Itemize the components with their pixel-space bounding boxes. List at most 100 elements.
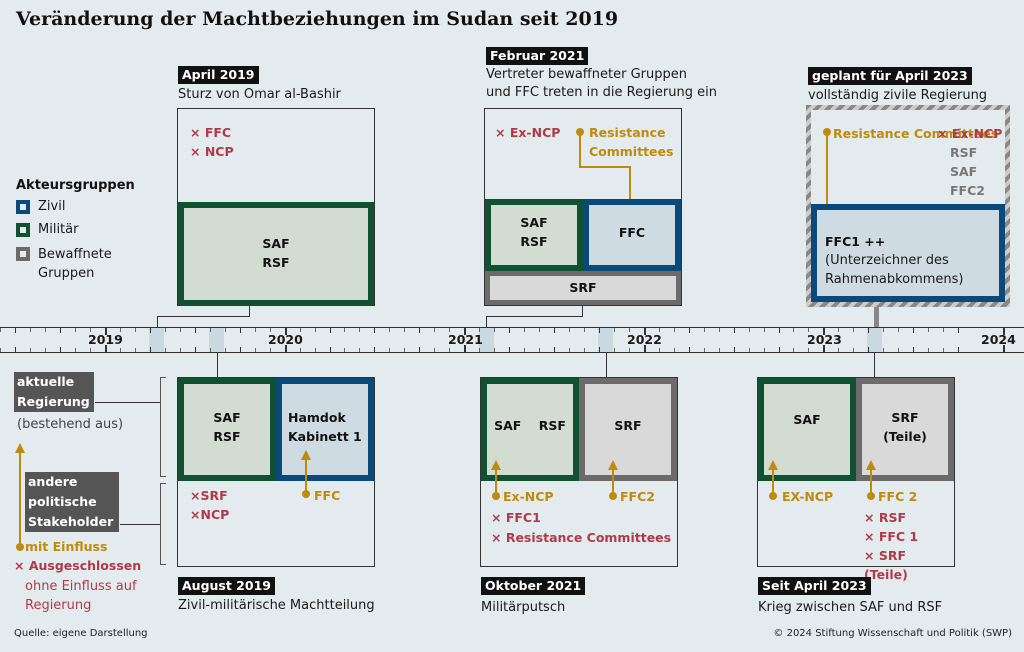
month-tick (224, 348, 226, 352)
month-tick (613, 328, 615, 332)
copyright: © 2024 Stiftung Wissenschaft und Politik… (773, 628, 1012, 639)
month-tick (883, 348, 885, 352)
armed-swatch-icon (16, 247, 30, 261)
highlight-apr2023 (867, 328, 882, 352)
quarter-tick (554, 328, 555, 333)
event-desc-apr2023: Krieg zwischen SAF und RSF (758, 600, 943, 615)
event-date-oct2021: Oktober 2021 (481, 577, 586, 595)
year-label: 2024 (981, 332, 1016, 347)
month-tick (449, 348, 451, 352)
month-tick (389, 328, 391, 332)
influence-arrow-icon (608, 460, 618, 500)
month-tick (793, 348, 795, 352)
year-tick (105, 328, 107, 335)
highlight-feb2021 (479, 328, 494, 352)
month-tick (344, 348, 346, 352)
page-title: Veränderung der Machtbeziehungen im Suda… (16, 8, 619, 30)
month-tick (404, 328, 406, 332)
month-tick (703, 348, 705, 352)
event-box-feb2021: × Ex-NCP Resistance Committees SAF RSF F… (484, 108, 682, 306)
month-tick (748, 328, 750, 332)
month-tick (838, 328, 840, 332)
military-block: SAF RSF (485, 199, 583, 271)
civil-swatch-icon (16, 199, 30, 214)
quarter-tick (688, 347, 690, 352)
month-tick (898, 328, 900, 332)
month-tick (583, 328, 585, 332)
quarter-tick (374, 328, 376, 333)
month-tick (254, 348, 256, 352)
quarter-tick (913, 347, 915, 352)
month-tick (479, 348, 481, 352)
quarter-tick (778, 347, 780, 352)
event-box-oct2021: SAF RSF SRF Ex-NCP FFC2 × FFC1 × Resista… (480, 377, 678, 567)
month-tick (853, 348, 855, 352)
quarter-tick (329, 347, 331, 352)
month-tick (164, 348, 166, 352)
timeline-axis: 2019 2020 2021 2022 2023 2024 (0, 327, 1024, 353)
quarter-tick (958, 328, 960, 333)
excluded-list: ×SRF ×NCP (190, 488, 230, 522)
year-label: 2020 (268, 332, 303, 347)
month-tick (628, 328, 630, 332)
key-excluded: × Ausgeschlossen (14, 558, 142, 573)
month-tick (673, 348, 675, 352)
month-tick (718, 348, 720, 352)
event-desc-aug2019: Zivil-militärische Machtteilung (178, 598, 375, 613)
quarter-tick (778, 328, 780, 333)
month-tick (224, 328, 226, 332)
influence-arrow-icon (491, 460, 501, 500)
quarter-tick (15, 328, 17, 333)
legend-item-civil: Zivil (16, 199, 135, 214)
month-tick (808, 348, 810, 352)
month-tick (568, 328, 570, 332)
quarter-tick (598, 328, 600, 333)
month-tick (898, 348, 900, 352)
month-tick (299, 348, 301, 352)
month-tick (119, 328, 121, 332)
quarter-tick (688, 328, 690, 333)
key-consisting: (bestehend aus) (17, 417, 124, 432)
month-tick (389, 348, 391, 352)
year-tick (1003, 345, 1005, 352)
month-tick (30, 348, 32, 352)
quarter-tick (419, 328, 421, 333)
quarter-tick (733, 328, 735, 333)
month-tick (628, 348, 630, 352)
month-tick (75, 348, 77, 352)
month-tick (524, 328, 526, 332)
month-tick (314, 348, 316, 352)
military-swatch-icon (16, 222, 30, 237)
month-tick (539, 328, 541, 332)
month-tick (853, 328, 855, 332)
influence-item: EX-NCP (782, 489, 834, 504)
event-box-apr2023-planned: Resistance Committees × Ex-NCP RSF SAF F… (806, 105, 1010, 307)
event-desc-apr2023-planned: vollständig zivile Regierung (808, 88, 988, 103)
month-tick (763, 348, 765, 352)
month-tick (254, 328, 256, 332)
influence-arrow-icon (301, 450, 311, 498)
quarter-tick (554, 347, 555, 352)
year-tick (823, 345, 826, 352)
quarter-tick (913, 328, 915, 333)
influence-item: Resistance Committees (833, 126, 999, 141)
military-block: SAF RSF (178, 378, 276, 481)
month-tick (179, 348, 181, 352)
excluded-item: × Ex-NCP (495, 125, 561, 140)
influence-arrow-icon (866, 460, 876, 500)
year-label: 2021 (448, 332, 483, 347)
month-tick (748, 348, 750, 352)
month-tick (449, 328, 451, 332)
quarter-tick (15, 347, 17, 352)
month-tick (75, 328, 77, 332)
legend-heading: Akteursgruppen (16, 178, 135, 193)
year-tick (823, 328, 826, 335)
event-desc-apr2019: Sturz von Omar al-Bashir (178, 87, 341, 102)
event-date-apr2023-planned: geplant für April 2023 (808, 67, 972, 85)
month-tick (299, 328, 301, 332)
year-tick (284, 345, 287, 352)
year-tick (1003, 328, 1005, 335)
month-tick (494, 348, 496, 352)
key-with-influence: mit Einfluss (25, 539, 108, 554)
month-tick (658, 328, 660, 332)
